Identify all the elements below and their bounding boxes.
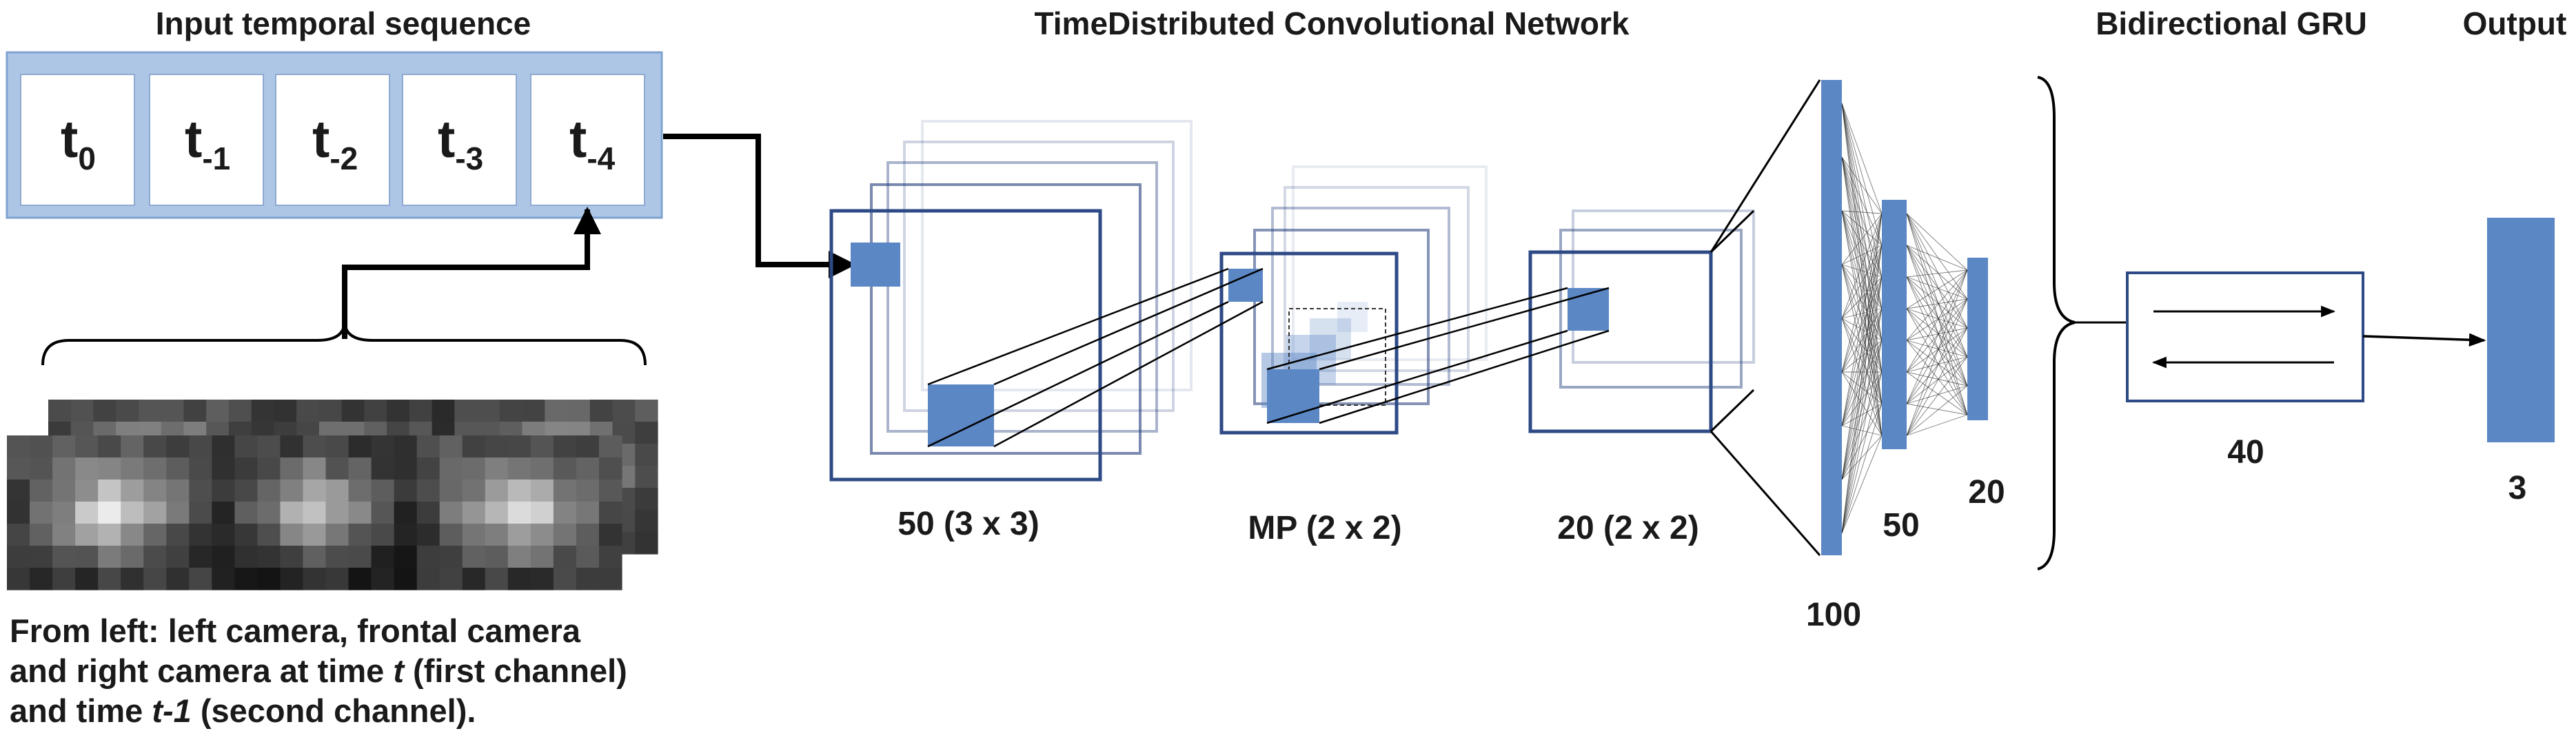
timestep-cells bbox=[20, 74, 645, 206]
output-title: Output bbox=[2463, 6, 2567, 41]
conv2-kernel bbox=[1568, 288, 1609, 331]
dense-50-label: 50 bbox=[1883, 507, 1919, 544]
gru-title: Bidirectional GRU bbox=[2096, 6, 2367, 41]
conv2-feature-maps bbox=[1528, 209, 1755, 433]
conv2-to-dense-lines bbox=[1710, 79, 1821, 556]
camera-image-front bbox=[7, 435, 622, 590]
caption-line-2: and right camera at time t (first channe… bbox=[10, 652, 627, 689]
gru-units-label: 40 bbox=[2227, 434, 2264, 471]
timestep-label-t-1: t-1 bbox=[185, 110, 230, 176]
camera-to-input-arrow bbox=[342, 207, 601, 339]
timestep-label-t-3: t-3 bbox=[438, 110, 483, 176]
gru-brace bbox=[2037, 76, 2076, 570]
conv1-patch bbox=[928, 384, 994, 446]
pool-kernel-top bbox=[1228, 269, 1263, 302]
conv1-feature-maps bbox=[829, 120, 1193, 482]
timestep-label-t-2: t-2 bbox=[312, 110, 358, 176]
camera-brace bbox=[41, 320, 647, 366]
dense-layer-100 bbox=[1821, 80, 1842, 555]
conv1-label: 50 (3 x 3) bbox=[897, 506, 1039, 542]
timestep-cell bbox=[530, 74, 645, 206]
caption-line-3: and time t-1 (second channel). bbox=[10, 692, 476, 729]
conv1-kernel bbox=[851, 243, 900, 287]
timestep-label-t-4: t-4 bbox=[569, 110, 616, 176]
input-sequence-title: Input temporal sequence bbox=[156, 6, 531, 41]
gru-to-output-arrow bbox=[2362, 333, 2486, 347]
timestep-cell bbox=[20, 74, 135, 206]
caption-line-1: From left: left camera, frontal camera bbox=[10, 612, 581, 649]
dense-layer-20 bbox=[1967, 258, 1988, 420]
dense-100-label: 100 bbox=[1806, 597, 1861, 633]
dense-connections bbox=[1841, 103, 1968, 534]
timestep-label-t0: t0 bbox=[61, 110, 96, 176]
pool-label: MP (2 x 2) bbox=[1248, 510, 1401, 546]
pool-patch bbox=[1267, 369, 1319, 423]
camera-images bbox=[7, 400, 658, 590]
pool-to-conv2-lines bbox=[1266, 287, 1610, 424]
timestep-cell bbox=[149, 74, 264, 206]
pool-feature-maps bbox=[1219, 165, 1488, 435]
input-to-cnn-arrow bbox=[663, 134, 856, 278]
output-units-label: 3 bbox=[2508, 470, 2527, 506]
timestep-cell bbox=[275, 74, 390, 206]
cnn-title: TimeDistributed Convolutional Network bbox=[1035, 6, 1630, 41]
gru-block bbox=[2126, 271, 2364, 402]
dense-layer-50 bbox=[1882, 200, 1907, 449]
timestep-cell bbox=[402, 74, 517, 206]
conv2-label: 20 (2 x 2) bbox=[1557, 510, 1698, 546]
timestep-labels: t0 t-1 t-2 t-3 t-4 bbox=[61, 110, 616, 176]
conv1-to-pool-lines bbox=[927, 267, 1264, 448]
camera-caption: From left: left camera, frontal camera a… bbox=[10, 612, 627, 729]
output-layer bbox=[2487, 218, 2555, 442]
dense-20-label: 20 bbox=[1968, 474, 2005, 511]
